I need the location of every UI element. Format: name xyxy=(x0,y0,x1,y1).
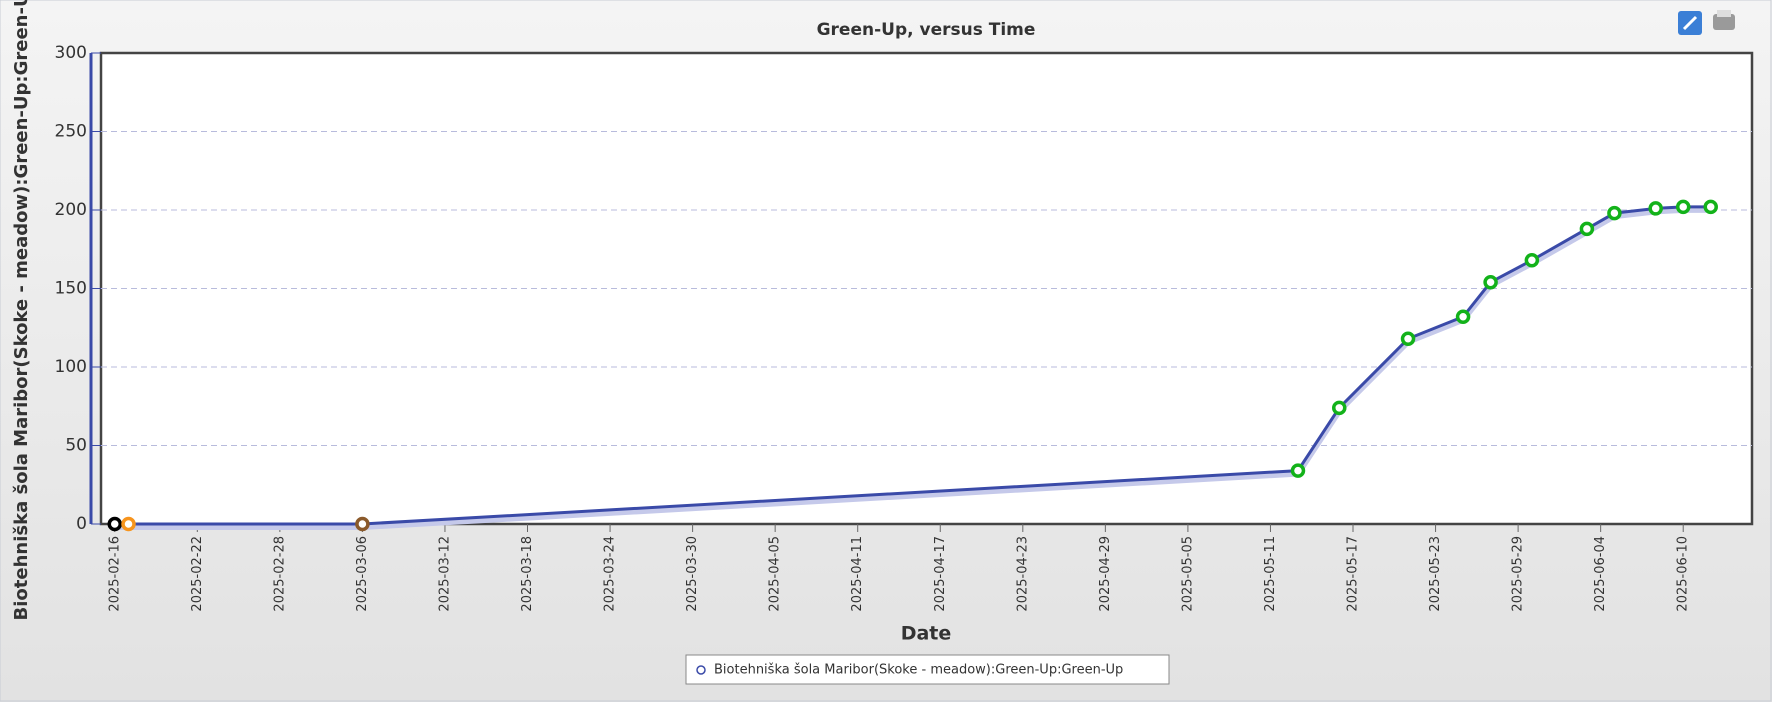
x-tick-label: 2025-02-28 xyxy=(272,536,287,612)
x-tick-label: 2025-04-17 xyxy=(933,536,948,612)
link-icon xyxy=(1682,15,1698,31)
y-tick-label: 50 xyxy=(65,436,87,456)
toolbar xyxy=(1678,10,1735,35)
y-tick-label: 250 xyxy=(55,122,87,142)
x-tick-label: 2025-03-12 xyxy=(437,536,452,612)
x-tick-label: 2025-05-23 xyxy=(1428,536,1443,612)
x-tick-label: 2025-05-29 xyxy=(1511,536,1526,612)
data-point xyxy=(1483,274,1498,290)
x-tick-label: 2025-06-10 xyxy=(1676,536,1691,612)
x-tick-label: 2025-06-04 xyxy=(1593,536,1608,612)
data-point xyxy=(1290,463,1306,478)
data-point xyxy=(1332,400,1347,416)
x-tick-label: 2025-03-24 xyxy=(603,536,618,612)
x-tick-label: 2025-05-11 xyxy=(1263,536,1278,612)
data-point xyxy=(1703,199,1718,215)
print-icon xyxy=(1717,10,1731,17)
y-tick-label: 150 xyxy=(55,279,87,299)
legend-box xyxy=(685,654,1170,685)
data-point xyxy=(1524,252,1540,268)
data-point xyxy=(107,516,123,532)
legend-label: Biotehniška šola Maribor(Skoke - meadow)… xyxy=(714,663,1123,678)
x-tick-label: 2025-03-30 xyxy=(685,536,700,612)
x-tick-label: 2025-04-29 xyxy=(1098,536,1113,612)
x-tick-label: 2025-03-06 xyxy=(355,536,370,612)
x-axis-label: Date xyxy=(901,623,952,645)
x-tick-label: 2025-02-16 xyxy=(107,536,122,612)
x-tick-label: 2025-03-18 xyxy=(520,536,535,612)
x-tick-label: 2025-04-05 xyxy=(768,536,783,612)
x-tick-label: 2025-05-05 xyxy=(1180,536,1195,612)
x-tick-label: 2025-04-11 xyxy=(850,536,865,612)
data-point xyxy=(1455,309,1471,325)
data-point xyxy=(1400,331,1416,346)
data-point xyxy=(355,516,370,532)
x-tick-label: 2025-05-17 xyxy=(1346,536,1361,612)
y-tick-label: 300 xyxy=(55,43,87,63)
print-button[interactable] xyxy=(1713,14,1735,30)
data-point xyxy=(1648,201,1663,216)
data-point xyxy=(1675,199,1691,215)
y-tick-label: 0 xyxy=(76,514,87,534)
x-tick-label: 2025-02-22 xyxy=(190,536,205,612)
chart-title: Green-Up, versus Time xyxy=(817,20,1036,40)
series-line-shadow xyxy=(114,206,1711,530)
y-tick-label: 100 xyxy=(55,357,87,377)
data-point xyxy=(1607,205,1622,221)
x-tick-label: 2025-04-23 xyxy=(1015,536,1030,612)
y-tick-label: 200 xyxy=(55,200,87,220)
data-point xyxy=(121,516,136,532)
y-axis-label: Biotehniška šola Maribor(Skoke - meadow)… xyxy=(11,0,32,620)
legend-marker xyxy=(696,665,706,675)
data-point xyxy=(1579,221,1595,237)
